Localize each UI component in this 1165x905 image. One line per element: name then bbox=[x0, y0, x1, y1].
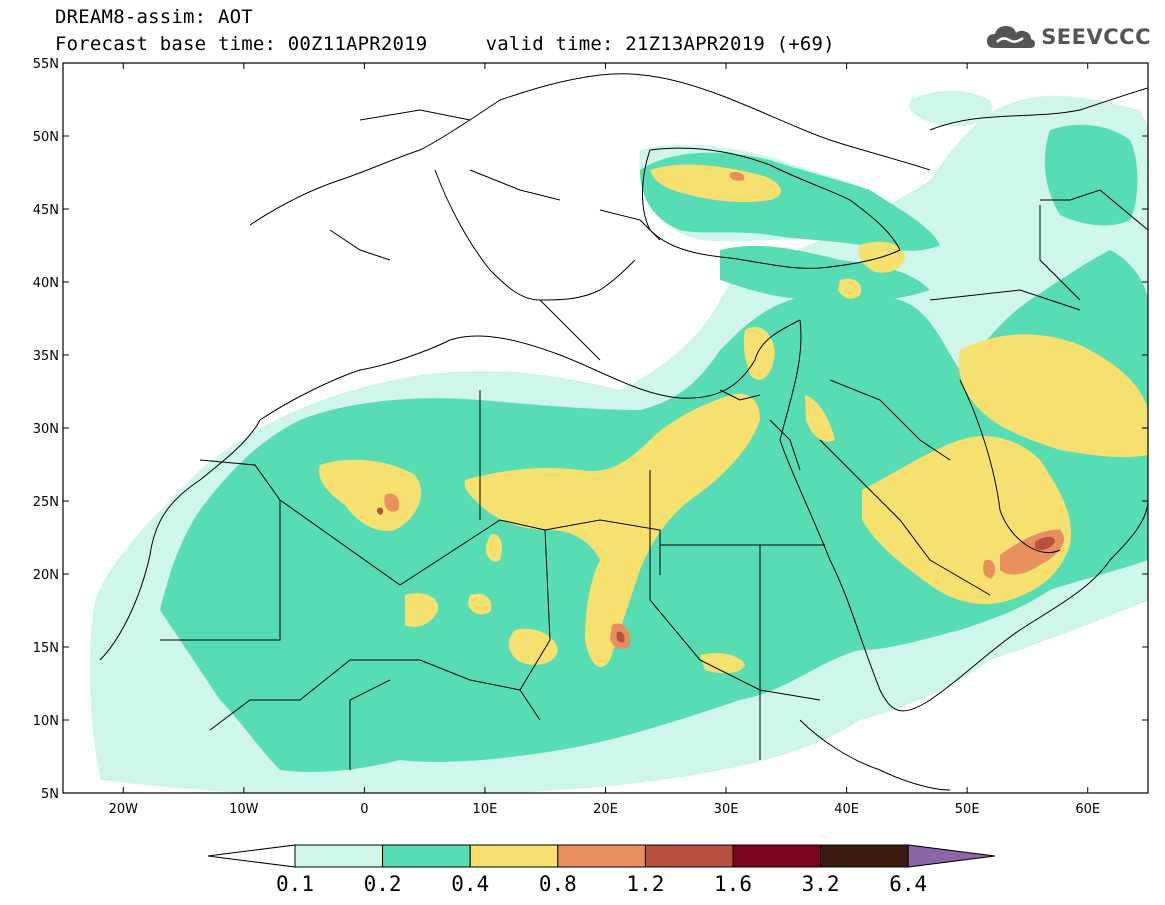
lat-label: 40N bbox=[33, 276, 59, 291]
colorbar-segment bbox=[644, 844, 734, 868]
longitude-axis: 20W 10W 0 10E 20E 30E 40E 50E 60E bbox=[109, 63, 1100, 817]
colorbar-segment bbox=[294, 844, 384, 868]
latitude-axis: 55N 50N 45N 40N 35N 30N 25N 20N 15N 10N 5N bbox=[33, 57, 1148, 802]
lat-label: 10N bbox=[33, 714, 59, 729]
lat-label: 55N bbox=[33, 57, 59, 72]
lon-label: 60E bbox=[1075, 802, 1100, 817]
colorbar-level-label: 0.4 bbox=[451, 872, 489, 896]
colorbar-level-label: 0.1 bbox=[276, 872, 314, 896]
lon-label: 20W bbox=[109, 802, 139, 817]
country-borders bbox=[99, 73, 1148, 791]
cloud-icon bbox=[987, 26, 1036, 48]
lat-label: 5N bbox=[41, 787, 59, 802]
colorbar-segment bbox=[820, 844, 909, 868]
aot-band-1.2 bbox=[377, 507, 1055, 643]
colorbar-segment bbox=[382, 844, 471, 868]
brand-logo: SEEVCCC bbox=[985, 20, 1151, 54]
lat-label: 45N bbox=[33, 203, 59, 218]
colorbar-level-label: 6.4 bbox=[889, 872, 927, 896]
lon-label: 30E bbox=[714, 802, 739, 817]
colorbar-below-arrow bbox=[207, 844, 296, 868]
colorbar-labels: 0.1 0.2 0.4 0.8 1.2 1.6 3.2 6.4 bbox=[276, 872, 927, 896]
lon-label: 10W bbox=[229, 802, 259, 817]
colorbar-level-label: 1.2 bbox=[626, 872, 664, 896]
lon-label: 40E bbox=[834, 802, 859, 817]
lat-label: 30N bbox=[33, 422, 59, 437]
colorbar-segment bbox=[469, 844, 559, 868]
lat-label: 50N bbox=[33, 130, 59, 145]
forecast-time-line: Forecast base time: 00Z11APR2019 valid t… bbox=[55, 33, 835, 55]
lat-label: 35N bbox=[33, 349, 59, 364]
brand-name: SEEVCCC bbox=[1041, 25, 1151, 49]
map-title: DREAM8-assim: AOT bbox=[55, 6, 253, 28]
colorbar bbox=[207, 844, 996, 868]
colorbar-level-label: 0.2 bbox=[364, 872, 402, 896]
lon-label: 20E bbox=[593, 802, 618, 817]
colorbar-segment bbox=[732, 844, 822, 868]
lat-label: 25N bbox=[33, 495, 59, 510]
colorbar-level-label: 1.6 bbox=[714, 872, 752, 896]
colorbar-level-label: 0.8 bbox=[539, 872, 577, 896]
aot-field bbox=[89, 90, 1148, 793]
lon-label: 10E bbox=[473, 802, 498, 817]
colorbar-above-arrow bbox=[907, 844, 996, 868]
lon-label: 50E bbox=[955, 802, 980, 817]
lon-label: 0 bbox=[360, 802, 368, 817]
colorbar-segment bbox=[557, 844, 646, 868]
lat-label: 15N bbox=[33, 641, 59, 656]
lat-label: 20N bbox=[33, 568, 59, 583]
colorbar-level-label: 3.2 bbox=[802, 872, 840, 896]
